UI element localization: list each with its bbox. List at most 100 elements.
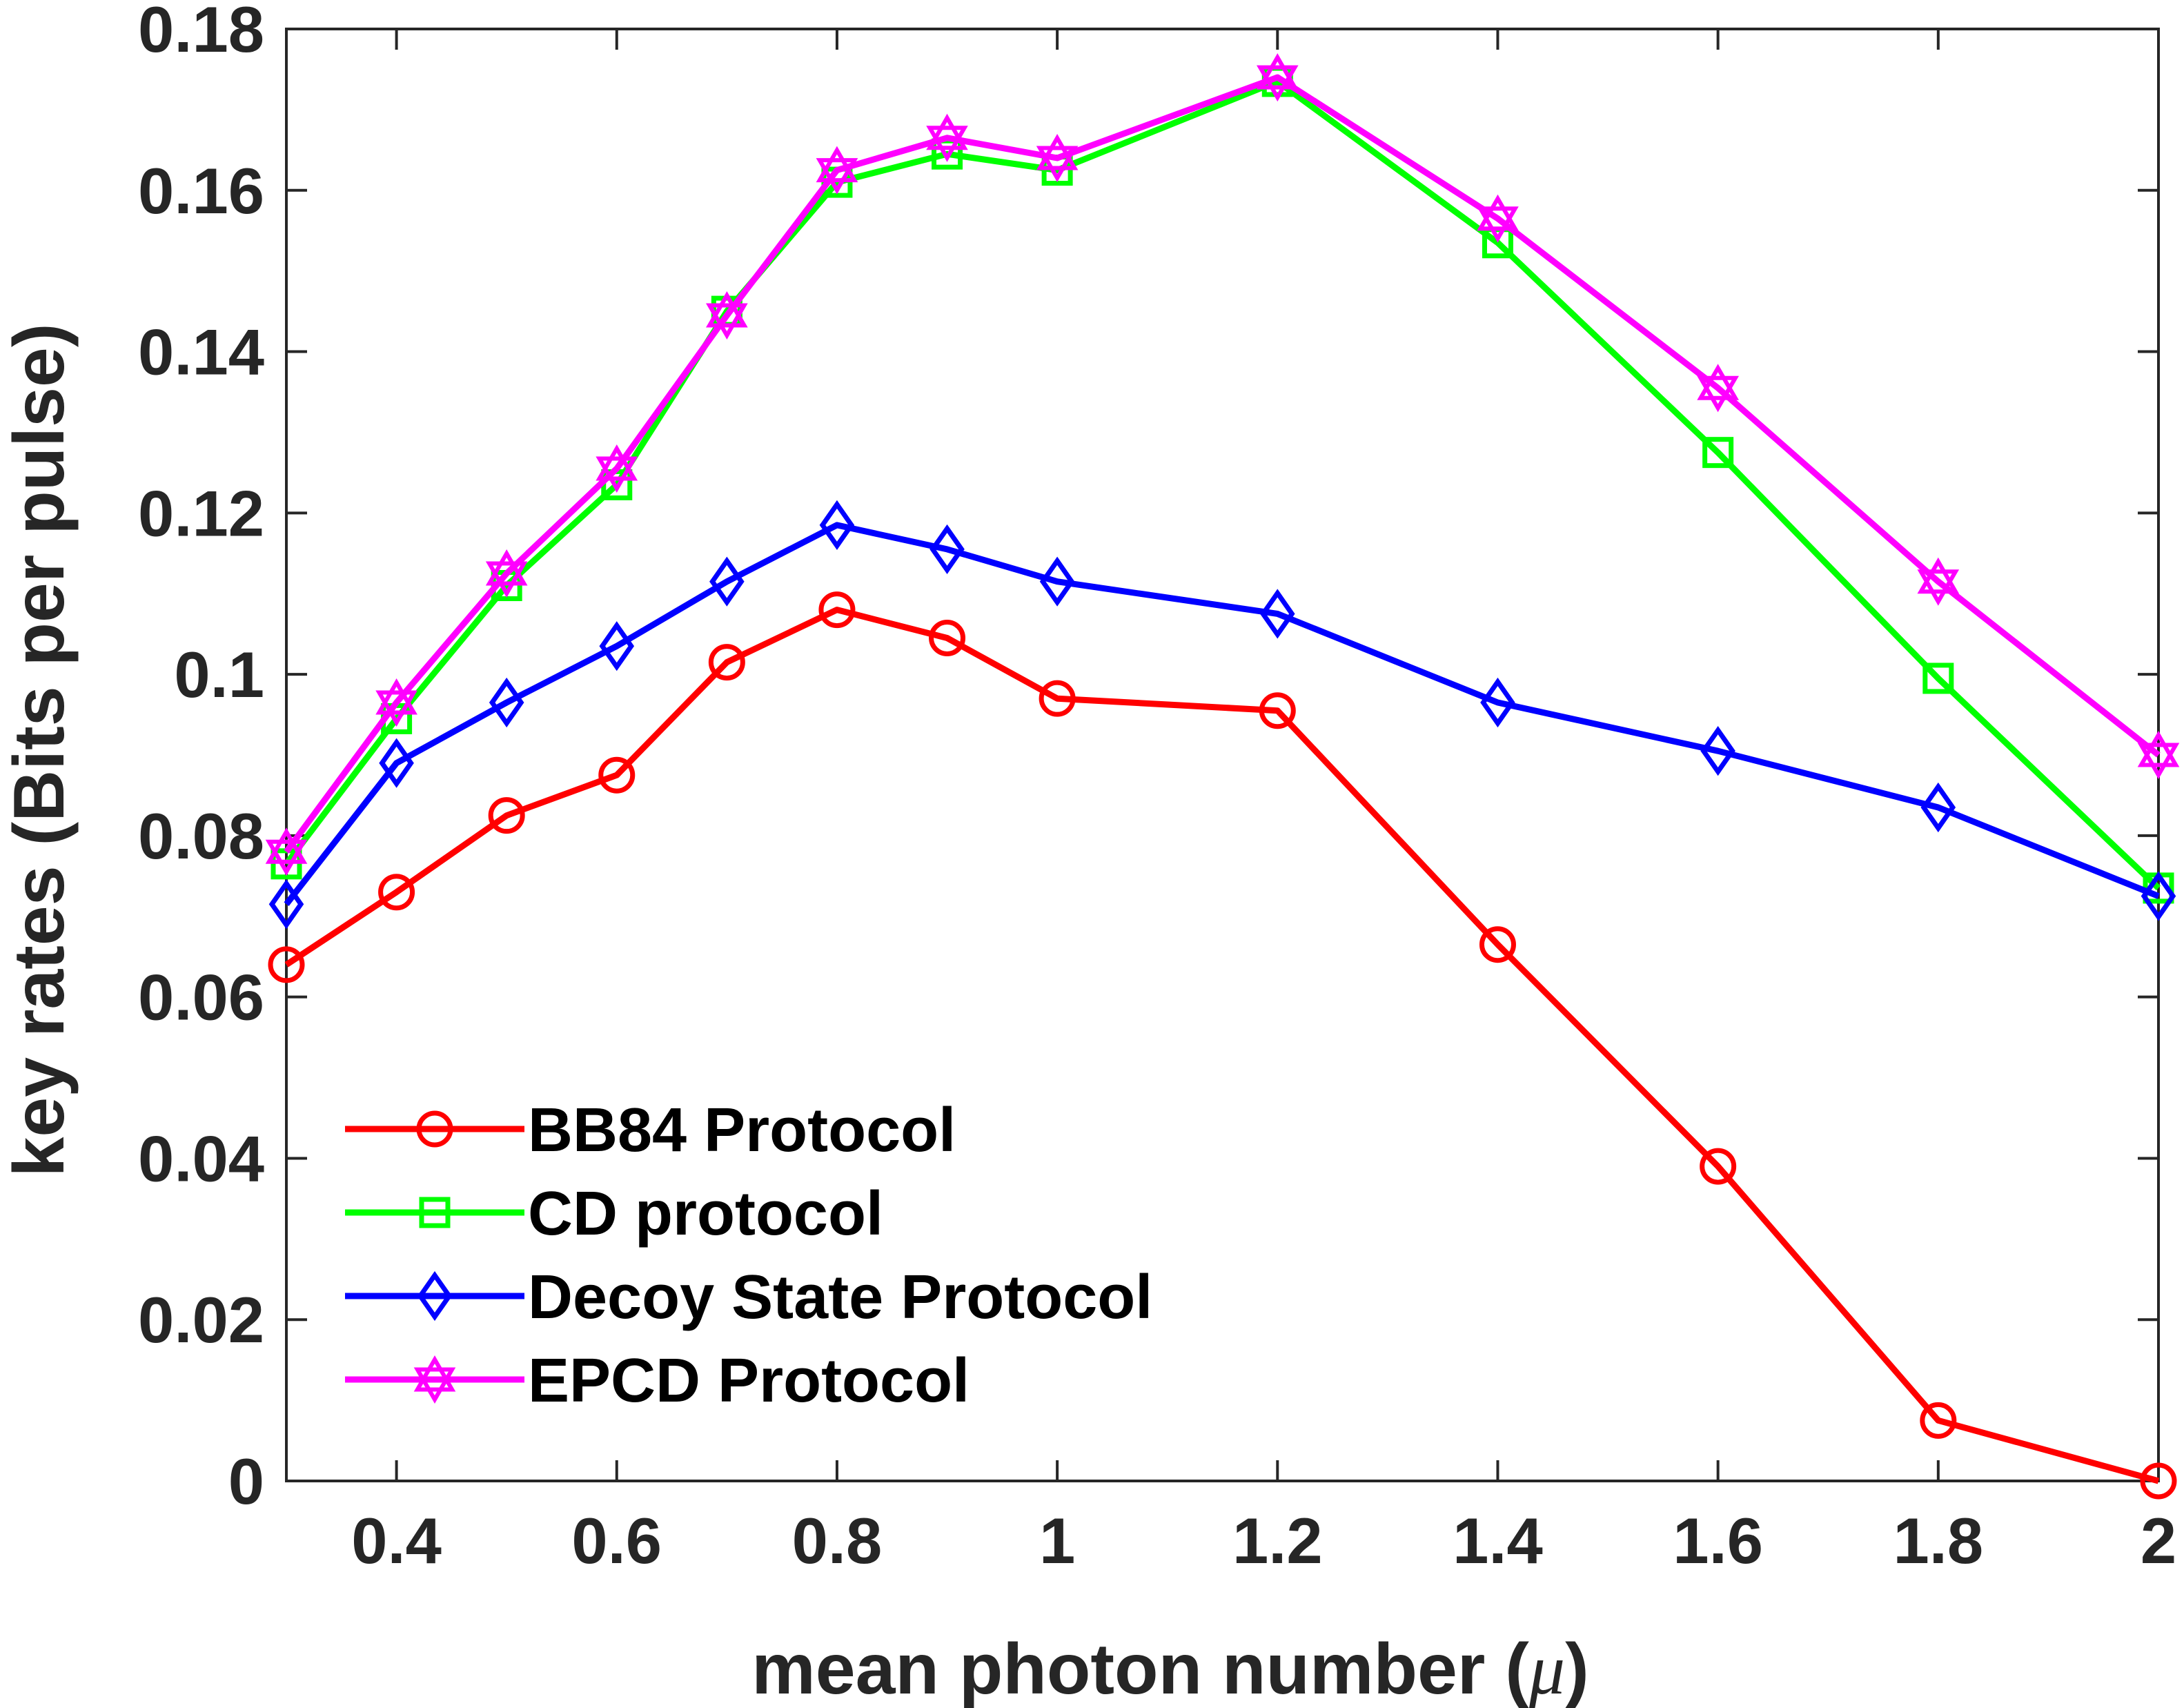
data-point-epcd-protocol-triangle-up — [1477, 194, 1519, 231]
data-point-bb84-protocol — [488, 797, 525, 834]
legend-item-bb84-protocol: BB84 Protocol — [345, 1096, 956, 1165]
data-point-decoy-state-protocol — [489, 677, 524, 728]
y-tick-label: 0.08 — [138, 800, 264, 872]
data-point-epcd-protocol-triangle-up — [485, 549, 528, 586]
data-point-epcd-protocol-triangle-down — [375, 690, 417, 727]
data-point-epcd-protocol-triangle-up — [1036, 133, 1079, 170]
data-point-epcd-protocol-triangle-down — [1477, 206, 1519, 243]
data-point-epcd-protocol-triangle-up — [265, 827, 308, 864]
data-point-epcd-protocol — [926, 113, 968, 162]
data-point-decoy-state-protocol — [1039, 556, 1075, 607]
data-point-epcd-protocol — [596, 444, 638, 493]
legend-marker-triangle-up — [413, 1355, 456, 1392]
data-point-epcd-protocol-triangle-up — [375, 678, 417, 715]
y-tick-label: 0 — [228, 1445, 264, 1518]
x-axis: 0.4 0.6 0.8 1 1.2 1.4 1.6 1.8 2 — [351, 29, 2176, 1577]
data-point-epcd-protocol-triangle-down — [1917, 569, 1960, 606]
series-bb84-protocol — [268, 591, 2177, 1500]
series-line-bb84-protocol — [284, 607, 2160, 1484]
data-point-epcd-protocol — [705, 291, 748, 340]
data-point-decoy-state-protocol — [819, 500, 855, 550]
data-point-epcd-protocol-triangle-down — [816, 158, 858, 195]
data-point-decoy-state-protocol — [709, 556, 745, 607]
data-point-epcd-protocol-triangle-up — [926, 113, 968, 150]
data-point-bb84-protocol — [818, 591, 856, 629]
data-point-bb84-protocol — [1039, 680, 1076, 717]
data-point-decoy-state-protocol — [1920, 782, 1956, 833]
x-tick-label: 1 — [1039, 1504, 1075, 1577]
data-point-bb84-protocol — [1259, 692, 1296, 729]
x-tick-label: 1.6 — [1673, 1504, 1763, 1577]
mu-symbol: μ — [1528, 1630, 1565, 1708]
data-point-epcd-protocol-triangle-down — [926, 126, 968, 162]
data-point-epcd-protocol-triangle-up — [705, 291, 748, 328]
data-point-bb84-protocol — [2140, 1462, 2177, 1500]
data-point-epcd-protocol-triangle-up — [816, 146, 858, 183]
data-point-epcd-protocol-triangle-down — [485, 561, 528, 598]
y-axis: 0 0.02 0.04 0.06 0.08 0.1 0.12 0.14 0.16 0.18 — [138, 0, 2158, 1518]
legend-label: Decoy State Protocol — [528, 1263, 1152, 1332]
data-point-epcd-protocol — [816, 146, 858, 195]
legend-marker — [416, 1110, 453, 1148]
x-axis-title: mean photon number (μ) — [751, 1629, 1588, 1708]
data-point-decoy-state-protocol — [2141, 871, 2176, 921]
data-point-epcd-protocol-triangle-down — [2137, 743, 2180, 780]
data-point-epcd-protocol-triangle-down — [1257, 65, 1299, 102]
x-tick-label: 0.8 — [792, 1504, 883, 1577]
legend-marker-triangle-down — [413, 1367, 456, 1404]
data-point-cd-protocol — [1702, 437, 1734, 469]
data-point-bb84-protocol — [708, 644, 745, 681]
y-tick-label: 0.16 — [138, 155, 264, 227]
data-point-epcd-protocol — [1257, 53, 1299, 102]
legend: BB84 Protocol CD protocol Decoy State Prot… — [345, 1096, 1152, 1415]
data-point-epcd-protocol — [265, 827, 308, 876]
y-tick-label: 0.04 — [138, 1122, 264, 1195]
x-tick-label: 1.8 — [1893, 1504, 1983, 1577]
data-point-bb84-protocol — [598, 756, 636, 794]
legend-label: CD protocol — [528, 1179, 883, 1248]
data-point-epcd-protocol — [375, 678, 417, 727]
data-point-epcd-protocol-triangle-up — [596, 444, 638, 481]
legend-item-epcd-protocol: EPCD Protocol — [345, 1346, 970, 1415]
legend-marker — [413, 1355, 456, 1404]
x-tick-label: 2 — [2141, 1504, 2176, 1577]
x-tick-label: 1.4 — [1453, 1504, 1543, 1577]
legend-label: BB84 Protocol — [528, 1096, 956, 1165]
data-point-epcd-protocol — [485, 549, 528, 598]
data-point-bb84-protocol — [1920, 1402, 1957, 1439]
y-axis-title: key rates (Bits per pulse) — [0, 324, 79, 1177]
legend-item-cd-protocol: CD protocol — [345, 1179, 883, 1248]
data-point-epcd-protocol-triangle-down — [1697, 375, 1740, 413]
data-point-cd-protocol — [1922, 662, 1954, 694]
data-point-epcd-protocol — [1036, 133, 1079, 183]
data-point-epcd-protocol-triangle-down — [1036, 146, 1079, 183]
series-epcd-protocol — [265, 53, 2180, 876]
data-point-decoy-state-protocol — [1260, 589, 1295, 639]
y-tick-label: 0.06 — [138, 961, 264, 1034]
data-point-epcd-protocol — [2137, 730, 2180, 780]
x-tick-label: 1.2 — [1232, 1504, 1323, 1577]
data-point-bb84-protocol — [1700, 1148, 1737, 1185]
series-line-decoy-state-protocol — [284, 522, 2160, 906]
data-point-epcd-protocol — [1917, 557, 1960, 606]
data-point-epcd-protocol-triangle-up — [1257, 53, 1299, 90]
y-tick-label: 0.14 — [138, 316, 264, 389]
data-point-bb84-protocol — [268, 946, 305, 983]
x-tick-label: 0.6 — [571, 1504, 662, 1577]
y-tick-label: 0.18 — [138, 0, 264, 66]
data-point-epcd-protocol-triangle-up — [1917, 557, 1960, 594]
data-point-decoy-state-protocol — [929, 524, 965, 575]
series-line-epcd-protocol — [284, 74, 2161, 854]
data-point-epcd-protocol-triangle-down — [265, 839, 308, 876]
data-point-epcd-protocol — [1477, 194, 1519, 243]
data-point-decoy-state-protocol — [268, 879, 304, 930]
data-point-epcd-protocol-triangle-down — [596, 456, 638, 493]
data-point-epcd-protocol — [1697, 364, 1740, 413]
data-point-decoy-state-protocol — [1480, 677, 1515, 728]
x-tick-label: 0.4 — [351, 1504, 442, 1577]
data-point-epcd-protocol-triangle-up — [1697, 364, 1740, 400]
legend-marker — [417, 1270, 453, 1322]
data-point-bb84-protocol — [378, 874, 415, 911]
